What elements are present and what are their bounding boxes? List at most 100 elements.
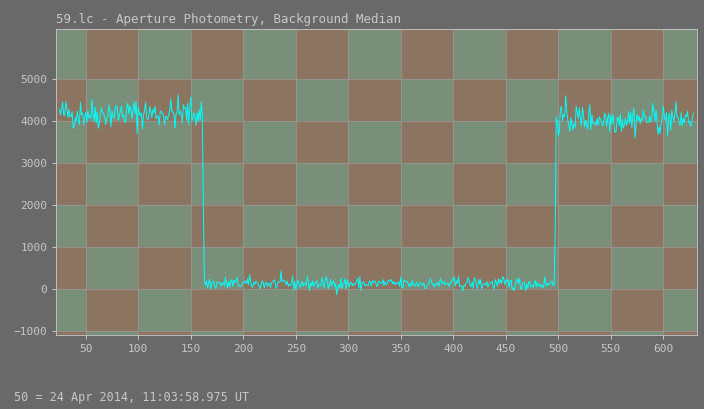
Bar bbox=[401, 331, 453, 335]
Bar bbox=[348, 247, 401, 289]
Bar bbox=[558, 205, 611, 247]
Bar bbox=[505, 29, 558, 79]
Bar bbox=[558, 247, 611, 289]
Text: 50 = 24 Apr 2014, 11:03:58.975 UT: 50 = 24 Apr 2014, 11:03:58.975 UT bbox=[14, 391, 249, 404]
Bar bbox=[558, 289, 611, 331]
Bar bbox=[348, 205, 401, 247]
Bar bbox=[505, 79, 558, 121]
Bar bbox=[191, 163, 244, 205]
Bar bbox=[296, 29, 348, 79]
Bar bbox=[191, 29, 244, 79]
Bar bbox=[244, 247, 296, 289]
Bar bbox=[86, 29, 138, 79]
Bar bbox=[453, 247, 505, 289]
Bar bbox=[348, 331, 401, 335]
Bar bbox=[244, 79, 296, 121]
Bar bbox=[663, 121, 697, 163]
Bar bbox=[611, 163, 663, 205]
Bar bbox=[505, 205, 558, 247]
Bar bbox=[663, 163, 697, 205]
Bar bbox=[86, 121, 138, 163]
Bar bbox=[611, 205, 663, 247]
Bar bbox=[611, 247, 663, 289]
Bar bbox=[401, 247, 453, 289]
Bar bbox=[138, 79, 191, 121]
Bar bbox=[191, 289, 244, 331]
Bar bbox=[138, 205, 191, 247]
Bar bbox=[505, 121, 558, 163]
Bar bbox=[296, 247, 348, 289]
Bar bbox=[611, 29, 663, 79]
Bar bbox=[611, 289, 663, 331]
Bar bbox=[348, 79, 401, 121]
Bar bbox=[401, 163, 453, 205]
Bar bbox=[244, 205, 296, 247]
Bar bbox=[505, 331, 558, 335]
Bar bbox=[56, 205, 86, 247]
Bar bbox=[611, 79, 663, 121]
Bar bbox=[191, 205, 244, 247]
Bar bbox=[138, 163, 191, 205]
Bar bbox=[663, 79, 697, 121]
Bar bbox=[86, 247, 138, 289]
Bar bbox=[56, 331, 86, 335]
Bar bbox=[401, 289, 453, 331]
Bar bbox=[296, 205, 348, 247]
Bar bbox=[453, 29, 505, 79]
Bar bbox=[348, 121, 401, 163]
Bar bbox=[401, 205, 453, 247]
Bar bbox=[453, 79, 505, 121]
Bar bbox=[663, 289, 697, 331]
Bar bbox=[296, 121, 348, 163]
Bar bbox=[453, 289, 505, 331]
Bar bbox=[138, 247, 191, 289]
Bar bbox=[663, 29, 697, 79]
Bar bbox=[191, 79, 244, 121]
Bar bbox=[296, 79, 348, 121]
Bar bbox=[138, 121, 191, 163]
Bar bbox=[56, 29, 86, 79]
Bar bbox=[558, 29, 611, 79]
Bar bbox=[505, 247, 558, 289]
Bar bbox=[663, 247, 697, 289]
Bar bbox=[558, 331, 611, 335]
Bar bbox=[244, 289, 296, 331]
Bar bbox=[56, 289, 86, 331]
Bar bbox=[244, 29, 296, 79]
Bar bbox=[138, 289, 191, 331]
Bar bbox=[453, 163, 505, 205]
Text: 59.lc - Aperture Photometry, Background Median: 59.lc - Aperture Photometry, Background … bbox=[56, 13, 401, 26]
Bar bbox=[401, 29, 453, 79]
Bar bbox=[296, 289, 348, 331]
Bar bbox=[296, 163, 348, 205]
Bar bbox=[663, 205, 697, 247]
Bar bbox=[453, 331, 505, 335]
Bar bbox=[86, 205, 138, 247]
Bar bbox=[191, 331, 244, 335]
Bar bbox=[401, 79, 453, 121]
Bar bbox=[348, 29, 401, 79]
Bar bbox=[138, 331, 191, 335]
Bar bbox=[86, 163, 138, 205]
Bar bbox=[138, 29, 191, 79]
Bar bbox=[244, 163, 296, 205]
Bar bbox=[86, 289, 138, 331]
Bar bbox=[663, 331, 697, 335]
Bar bbox=[56, 247, 86, 289]
Bar bbox=[505, 163, 558, 205]
Bar bbox=[86, 79, 138, 121]
Bar bbox=[56, 79, 86, 121]
Bar bbox=[558, 163, 611, 205]
Bar bbox=[348, 289, 401, 331]
Bar bbox=[348, 163, 401, 205]
Bar bbox=[56, 121, 86, 163]
Bar bbox=[453, 205, 505, 247]
Bar bbox=[244, 331, 296, 335]
Bar bbox=[191, 247, 244, 289]
Bar bbox=[244, 121, 296, 163]
Bar bbox=[453, 121, 505, 163]
Bar bbox=[86, 331, 138, 335]
Bar bbox=[401, 121, 453, 163]
Bar bbox=[296, 331, 348, 335]
Bar bbox=[191, 121, 244, 163]
